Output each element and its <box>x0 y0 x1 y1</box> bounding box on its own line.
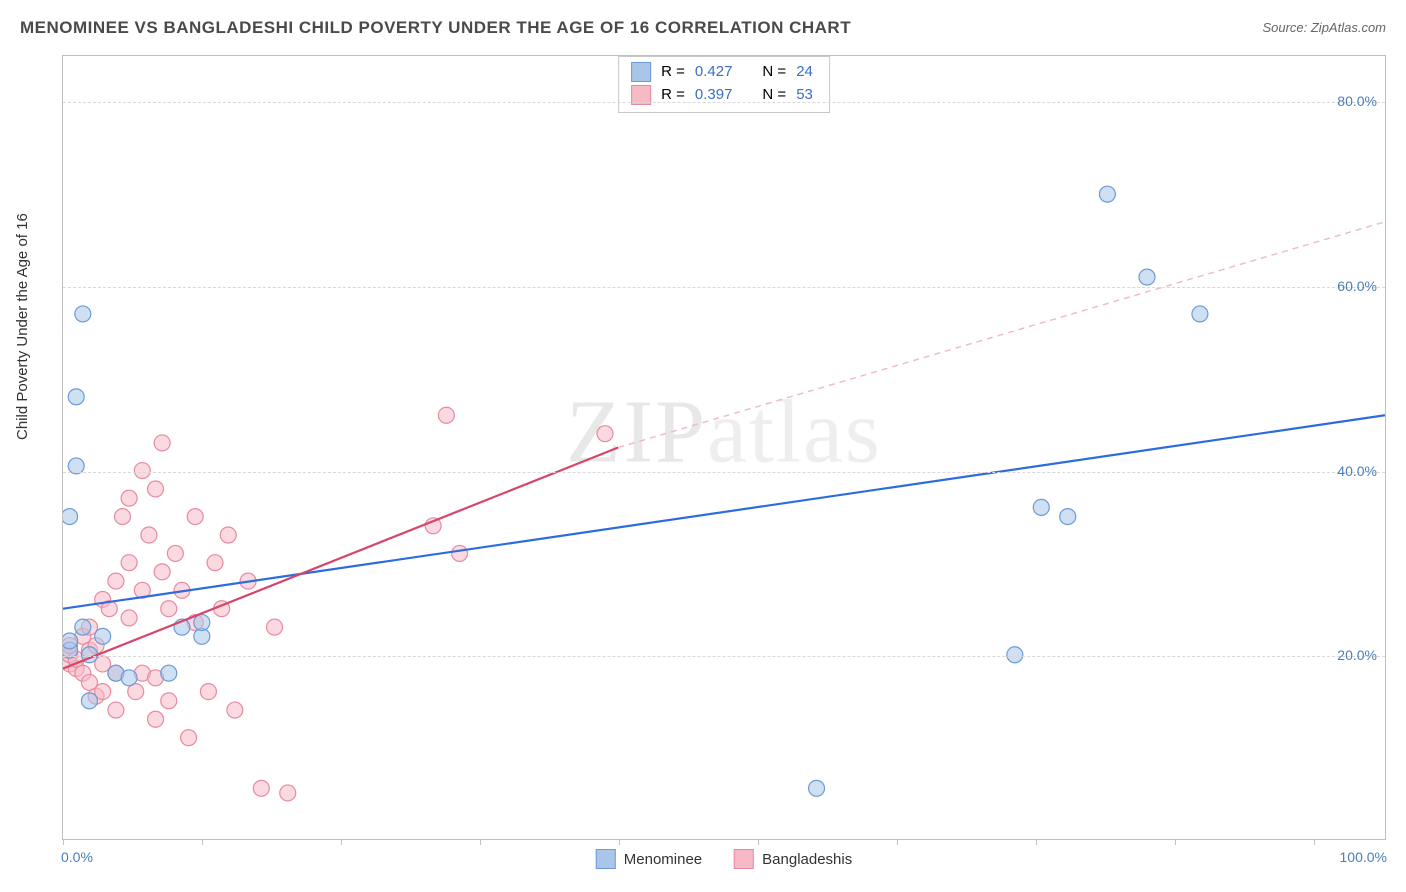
data-point <box>267 619 283 635</box>
data-point <box>187 509 203 525</box>
data-point <box>68 389 84 405</box>
x-axis-min-label: 0.0% <box>61 849 93 865</box>
data-point <box>220 527 236 543</box>
swatch-icon <box>734 849 754 869</box>
data-point <box>81 693 97 709</box>
data-point <box>121 670 137 686</box>
trend-line <box>63 415 1385 608</box>
data-point <box>1139 269 1155 285</box>
legend-label: Bangladeshis <box>762 851 852 868</box>
gridline <box>63 656 1385 657</box>
data-point <box>452 545 468 561</box>
data-point <box>63 633 78 649</box>
y-tick-label: 80.0% <box>1337 93 1377 109</box>
y-tick-label: 20.0% <box>1337 647 1377 663</box>
y-axis-label: Child Poverty Under the Age of 16 <box>14 213 31 440</box>
trend-line <box>63 448 618 669</box>
data-point <box>75 619 91 635</box>
data-point <box>1099 186 1115 202</box>
data-point <box>161 601 177 617</box>
data-point <box>253 780 269 796</box>
data-point <box>148 481 164 497</box>
x-tick <box>202 839 203 845</box>
y-tick-label: 40.0% <box>1337 463 1377 479</box>
source-attribution: Source: ZipAtlas.com <box>1262 20 1386 35</box>
data-point <box>161 693 177 709</box>
x-tick <box>63 839 64 845</box>
data-point <box>181 730 197 746</box>
legend-item-bangladeshis: Bangladeshis <box>734 849 852 869</box>
r-value: 0.427 <box>695 61 733 84</box>
n-value: 24 <box>796 61 813 84</box>
data-point <box>134 463 150 479</box>
data-point <box>809 780 825 796</box>
r-label: R = <box>661 61 685 84</box>
data-point <box>75 306 91 322</box>
data-point <box>154 435 170 451</box>
data-point <box>1007 647 1023 663</box>
data-point <box>63 509 78 525</box>
x-tick <box>758 839 759 845</box>
chart-header: MENOMINEE VS BANGLADESHI CHILD POVERTY U… <box>20 18 1386 48</box>
data-point <box>121 555 137 571</box>
data-point <box>154 564 170 580</box>
data-point <box>148 711 164 727</box>
data-point <box>597 426 613 442</box>
data-point <box>108 573 124 589</box>
legend-item-menominee: Menominee <box>596 849 702 869</box>
x-tick <box>480 839 481 845</box>
gridline <box>63 102 1385 103</box>
scatter-plot-svg <box>63 56 1385 839</box>
data-point <box>438 407 454 423</box>
data-point <box>121 490 137 506</box>
data-point <box>115 509 131 525</box>
chart-title: MENOMINEE VS BANGLADESHI CHILD POVERTY U… <box>20 18 851 37</box>
x-tick <box>1314 839 1315 845</box>
x-tick <box>619 839 620 845</box>
y-tick-label: 60.0% <box>1337 278 1377 294</box>
x-tick <box>897 839 898 845</box>
swatch-icon <box>631 62 651 82</box>
data-point <box>1033 499 1049 515</box>
data-point <box>227 702 243 718</box>
legend-label: Menominee <box>624 851 702 868</box>
n-label: N = <box>762 61 786 84</box>
stats-row-menominee: R = 0.427 N = 24 <box>631 61 813 84</box>
data-point <box>280 785 296 801</box>
swatch-icon <box>596 849 616 869</box>
data-point <box>161 665 177 681</box>
gridline <box>63 287 1385 288</box>
stats-legend-box: R = 0.427 N = 24 R = 0.397 N = 53 <box>618 56 830 113</box>
data-point <box>200 684 216 700</box>
data-point <box>95 628 111 644</box>
x-tick <box>1175 839 1176 845</box>
data-point <box>167 545 183 561</box>
x-tick <box>341 839 342 845</box>
gridline <box>63 472 1385 473</box>
data-point <box>121 610 137 626</box>
data-point <box>194 615 210 631</box>
data-point <box>207 555 223 571</box>
x-tick <box>1036 839 1037 845</box>
data-point <box>108 702 124 718</box>
data-point <box>141 527 157 543</box>
x-axis-max-label: 100.0% <box>1340 849 1387 865</box>
legend-bottom: Menominee Bangladeshis <box>596 849 852 869</box>
chart-area: ZIPatlas R = 0.427 N = 24 R = 0.397 N = … <box>62 55 1386 840</box>
data-point <box>1060 509 1076 525</box>
data-point <box>1192 306 1208 322</box>
trend-line-extrapolated <box>618 222 1385 448</box>
